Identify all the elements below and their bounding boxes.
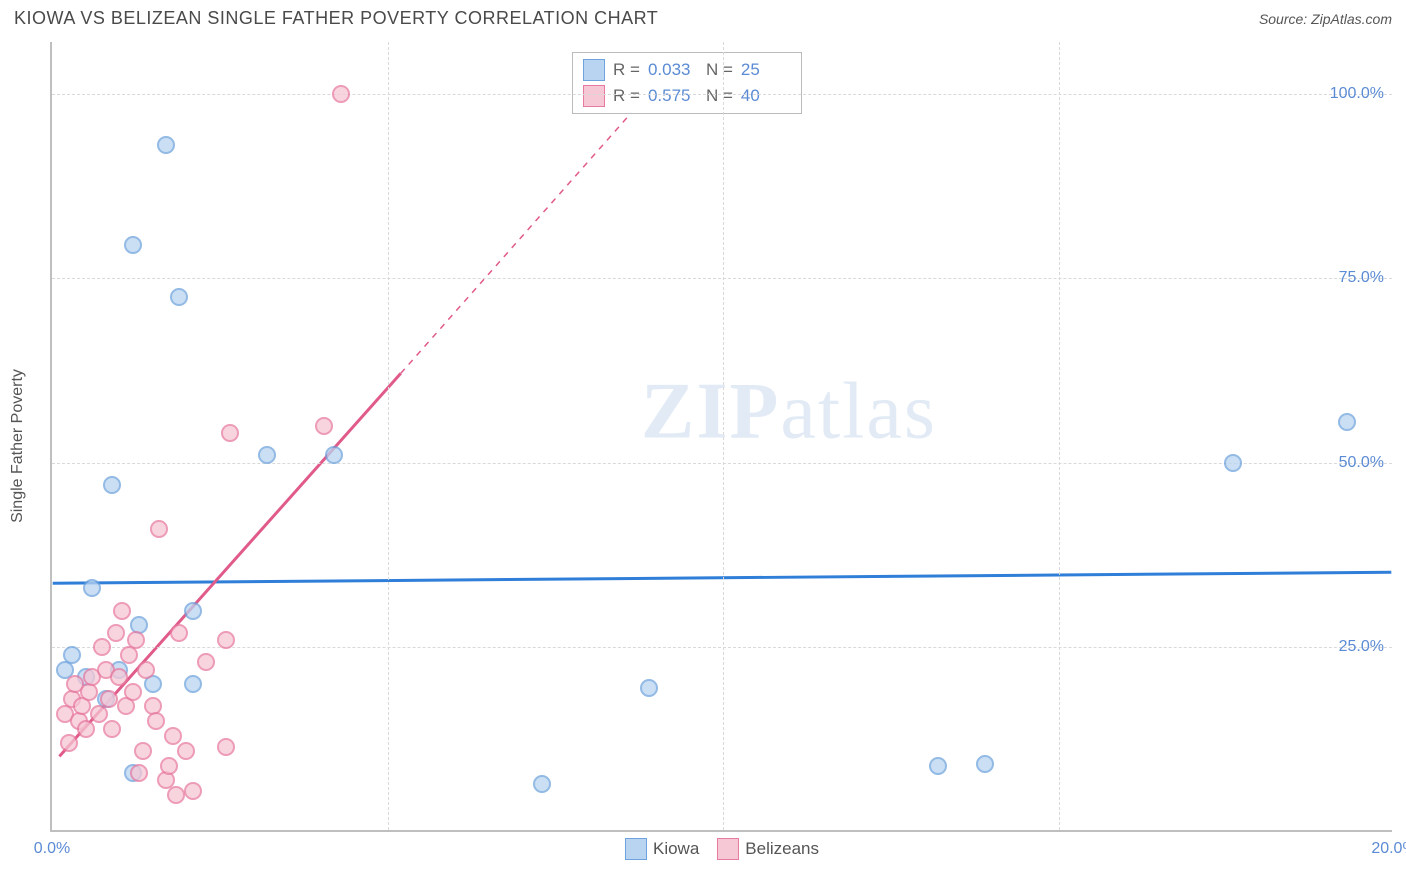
data-point <box>184 675 202 693</box>
data-point <box>1338 413 1356 431</box>
data-point <box>100 690 118 708</box>
kiowa-swatch <box>625 838 647 860</box>
source-label: Source: ZipAtlas.com <box>1259 11 1392 27</box>
data-point <box>217 631 235 649</box>
data-point <box>63 646 81 664</box>
data-point <box>83 579 101 597</box>
data-point <box>157 136 175 154</box>
data-point <box>533 775 551 793</box>
scatter-chart: ZIPatlas R =0.033N =25R =0.575N =40 Kiow… <box>50 42 1392 832</box>
data-point <box>170 288 188 306</box>
data-point <box>197 653 215 671</box>
data-point <box>325 446 343 464</box>
data-point <box>103 720 121 738</box>
data-point <box>103 476 121 494</box>
data-point <box>107 624 125 642</box>
data-point <box>164 727 182 745</box>
data-point <box>93 638 111 656</box>
series-legend: Kiowa Belizeans <box>625 838 819 860</box>
data-point <box>134 742 152 760</box>
legend-item-kiowa: Kiowa <box>625 838 699 860</box>
data-point <box>976 755 994 773</box>
data-point <box>1224 454 1242 472</box>
y-tick-label: 50.0% <box>1339 454 1384 472</box>
x-tick-label: 0.0% <box>34 840 70 858</box>
data-point <box>110 668 128 686</box>
data-point <box>147 712 165 730</box>
data-point <box>130 764 148 782</box>
data-point <box>217 738 235 756</box>
data-point <box>124 683 142 701</box>
y-tick-label: 100.0% <box>1330 85 1384 103</box>
data-point <box>170 624 188 642</box>
data-point <box>177 742 195 760</box>
data-point <box>150 520 168 538</box>
chart-title: KIOWA VS BELIZEAN SINGLE FATHER POVERTY … <box>14 8 658 29</box>
data-point <box>184 602 202 620</box>
y-axis-label: Single Father Poverty <box>9 369 27 523</box>
data-point <box>113 602 131 620</box>
y-tick-label: 75.0% <box>1339 269 1384 287</box>
stats-legend-box: R =0.033N =25R =0.575N =40 <box>572 52 802 114</box>
data-point <box>127 631 145 649</box>
data-point <box>640 679 658 697</box>
data-point <box>124 236 142 254</box>
y-tick-label: 25.0% <box>1339 638 1384 656</box>
x-tick-label: 20.0% <box>1371 840 1406 858</box>
data-point <box>60 734 78 752</box>
watermark-text: ZIPatlas <box>641 367 937 458</box>
data-point <box>77 720 95 738</box>
data-point <box>929 757 947 775</box>
legend-label: Belizeans <box>745 839 819 859</box>
data-point <box>137 661 155 679</box>
data-point <box>160 757 178 775</box>
data-point <box>258 446 276 464</box>
data-point <box>184 782 202 800</box>
data-point <box>315 417 333 435</box>
data-point <box>167 786 185 804</box>
belizeans-swatch <box>717 838 739 860</box>
legend-item-belizeans: Belizeans <box>717 838 819 860</box>
legend-label: Kiowa <box>653 839 699 859</box>
trend-lines <box>52 42 1392 830</box>
data-point <box>221 424 239 442</box>
data-point <box>332 85 350 103</box>
